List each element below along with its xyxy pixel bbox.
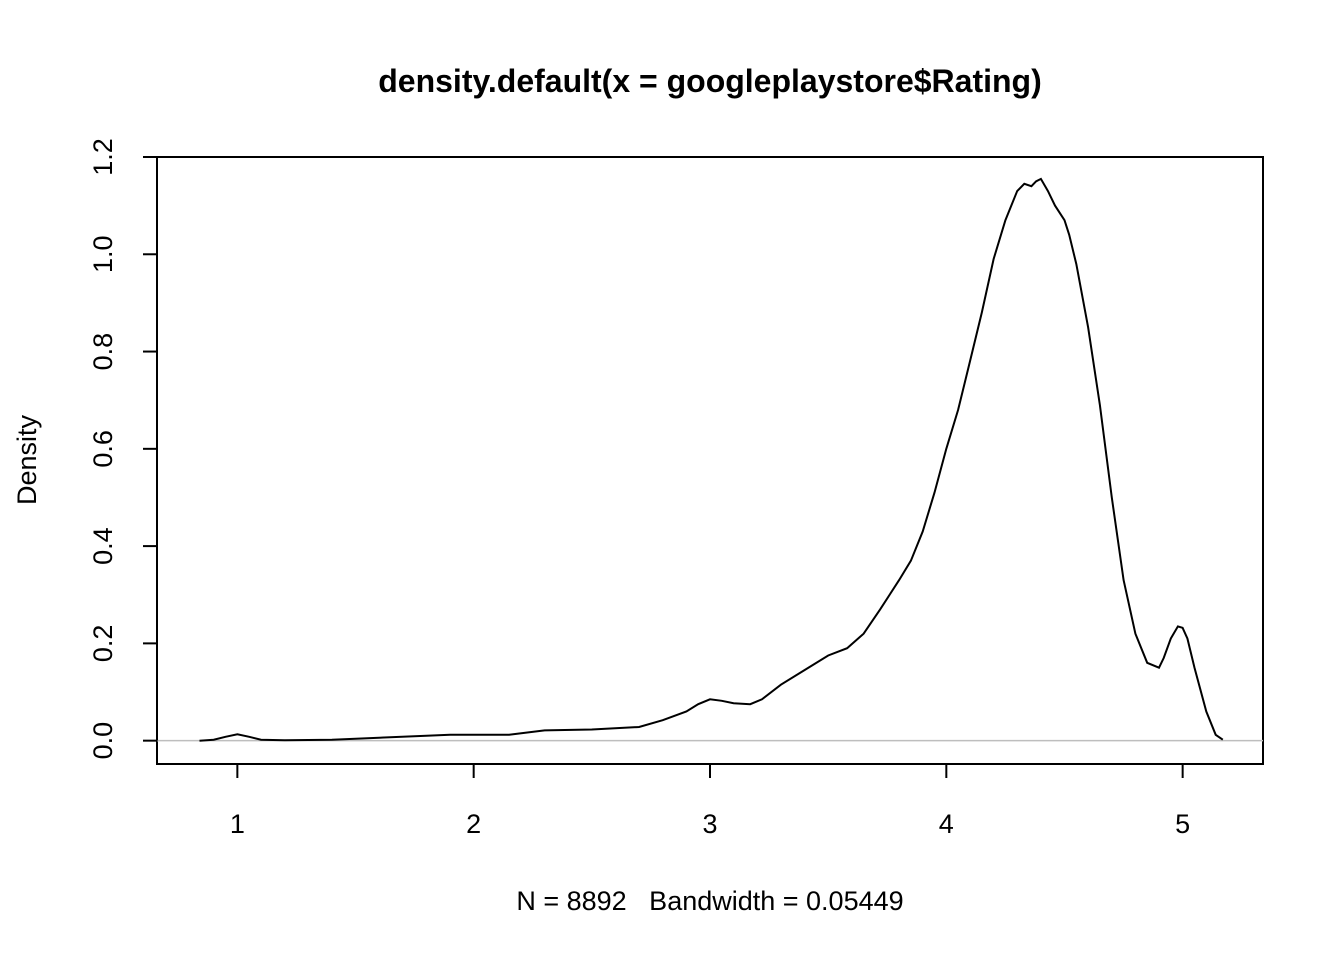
chart-title: density.default(x = googleplaystore$Rati…	[378, 63, 1042, 99]
y-tick-label: 0.4	[88, 527, 118, 565]
x-tick-label: 4	[939, 809, 954, 839]
x-tick-label: 2	[466, 809, 481, 839]
x-axis: 1 2 3 4 5	[230, 763, 1190, 839]
y-tick-label: 0.6	[88, 430, 118, 468]
plot-frame	[156, 156, 1264, 765]
y-tick-label: 0.2	[88, 625, 118, 663]
y-axis: 0.0 0.2 0.4 0.6 0.8 1.0 1.2	[88, 138, 158, 760]
y-axis-label: Density	[12, 414, 42, 505]
x-tick-label: 1	[230, 809, 245, 839]
x-tick-label: 3	[702, 809, 717, 839]
y-tick-label: 1.0	[88, 236, 118, 274]
y-tick-label: 0.8	[88, 333, 118, 371]
density-curve	[199, 177, 1224, 742]
y-tick-label: 0.0	[88, 722, 118, 760]
x-axis-label: N = 8892 Bandwidth = 0.05449	[516, 886, 903, 916]
x-tick-label: 5	[1175, 809, 1190, 839]
y-tick-label: 1.2	[88, 138, 118, 176]
